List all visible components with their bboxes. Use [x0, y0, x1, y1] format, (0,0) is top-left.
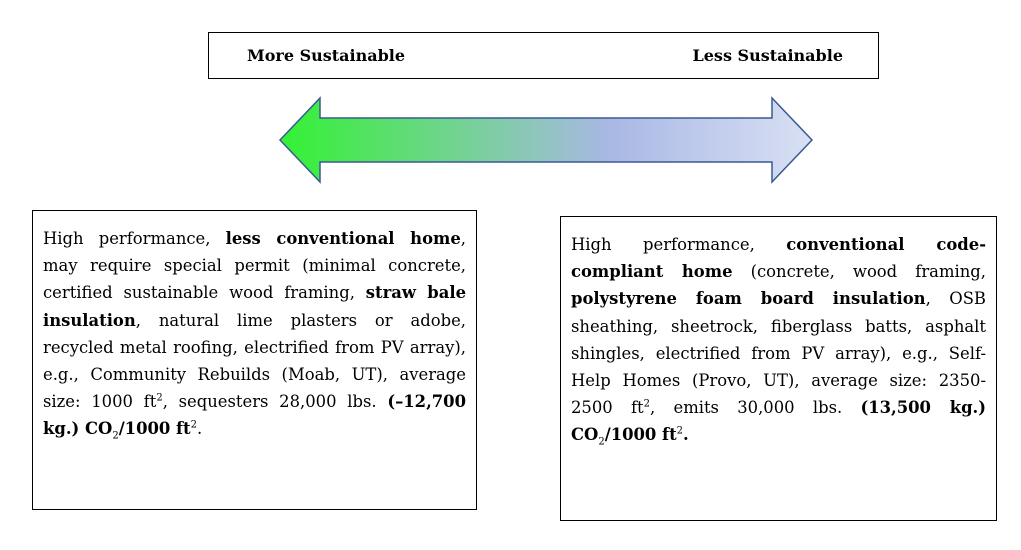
right-text-1: High performance,: [571, 235, 787, 254]
sustainability-scale-box: More Sustainable Less Sustainable: [208, 32, 879, 79]
right-bold-1: conventional code-compliant home: [571, 235, 986, 282]
right-bold-2: polystyrene foam board insulation: [571, 289, 926, 309]
left-text-4: , sequesters 28,000 lbs.: [162, 392, 388, 412]
left-superscript-2: 2: [190, 419, 197, 431]
less-conventional-home-description: High performance, less conventional home…: [32, 210, 477, 510]
left-subscript-1: 2: [112, 430, 119, 442]
less-sustainable-label: Less Sustainable: [692, 46, 844, 65]
right-bold-5: .: [683, 425, 689, 445]
double-arrow-shape: [278, 96, 814, 184]
right-superscript-2: 2: [676, 425, 684, 437]
left-superscript-1: 2: [156, 392, 163, 404]
double-arrow-icon: [278, 96, 814, 184]
left-bold-3: (–12,700 kg.) CO: [43, 392, 466, 439]
left-text-5: .: [197, 419, 203, 439]
right-bold-3: (13,500 kg.) CO: [571, 398, 986, 445]
right-subscript-1: 2: [598, 436, 605, 448]
left-bold-4: /1000 ft: [118, 419, 191, 439]
left-text-1: High performance,: [43, 229, 226, 248]
right-text-3: , OSB sheathing, sheetrock, fiberglass b…: [571, 289, 986, 418]
right-text-2: (concrete, wood framing,: [732, 262, 986, 282]
left-text-2: , may require special permit (minimal co…: [43, 229, 466, 303]
right-bold-4: /1000 ft: [604, 425, 677, 445]
more-sustainable-label: More Sustainable: [247, 46, 406, 65]
right-text-4: , emits 30,000 lbs.: [650, 398, 861, 418]
left-bold-1: less conventional home: [225, 229, 461, 248]
left-text-3: , natural lime plasters or adobe, recycl…: [43, 310, 466, 412]
left-bold-2: straw bale insulation: [43, 283, 467, 330]
right-superscript-1: 2: [643, 398, 651, 410]
conventional-home-description: High performance, conventional code-comp…: [560, 216, 997, 521]
